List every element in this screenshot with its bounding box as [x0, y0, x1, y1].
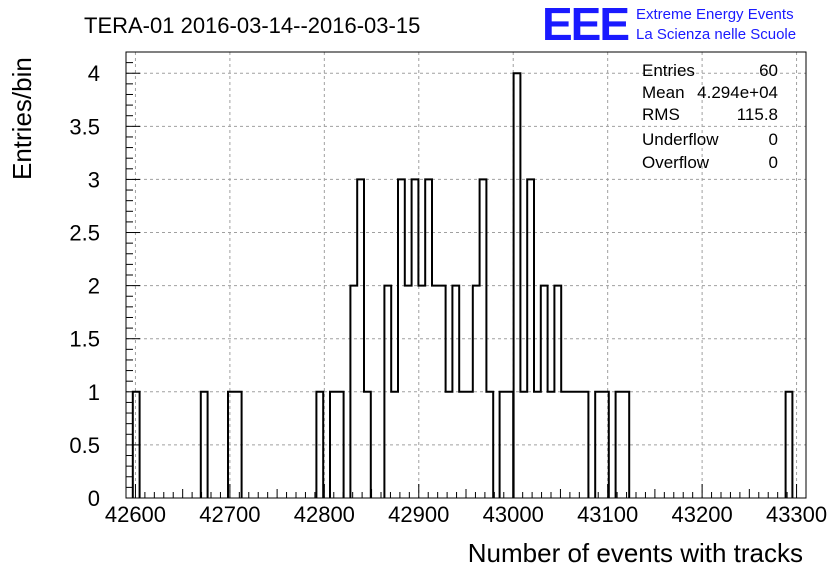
- x-tick-label: 43300: [766, 502, 827, 527]
- y-tick-label: 2.5: [69, 221, 100, 246]
- x-tick-label: 42800: [294, 502, 355, 527]
- x-tick-label: 43200: [672, 502, 733, 527]
- y-tick-label: 3.5: [69, 114, 100, 139]
- y-tick-label: 0: [88, 486, 100, 511]
- stats-label-overflow: Overflow: [642, 153, 710, 172]
- y-tick-label: 2: [88, 274, 100, 299]
- stats-label-underflow: Underflow: [642, 130, 719, 149]
- y-tick-label: 3: [88, 167, 100, 192]
- stats-value-rms: 115.8: [737, 105, 778, 124]
- x-tick-label: 42900: [388, 502, 449, 527]
- axis-ticks: [125, 62, 807, 499]
- y-tick-labels: 0 0.5 1 1.5 2 2.5 3 3.5 4: [69, 61, 100, 511]
- stats-value-entries: 60: [759, 61, 778, 80]
- stats-label-entries: Entries: [642, 61, 695, 80]
- y-tick-label: 1: [88, 380, 100, 405]
- stats-value-overflow: 0: [769, 153, 778, 172]
- y-axis-title: Entries/bin: [7, 57, 37, 180]
- stats-value-underflow: 0: [769, 130, 778, 149]
- stats-box: Entries 60 Mean 4.294e+04 RMS 115.8 Unde…: [642, 61, 778, 172]
- y-tick-label: 1.5: [69, 327, 100, 352]
- chart-title: TERA-01 2016-03-14--2016-03-15: [84, 13, 420, 38]
- stats-label-mean: Mean: [642, 83, 685, 102]
- y-tick-label: 0.5: [69, 433, 100, 458]
- x-tick-labels: 42600 42700 42800 42900 43000 43100 43200 43300: [105, 502, 827, 527]
- eee-logo-mark: EEE: [542, 0, 628, 50]
- stats-label-rms: RMS: [642, 105, 680, 124]
- x-tick-label: 43100: [577, 502, 638, 527]
- eee-logo: EEE Extreme Energy Events La Scienza nel…: [542, 0, 796, 50]
- x-axis-title: Number of events with tracks: [468, 538, 803, 568]
- logo-line-2: La Scienza nelle Scuole: [636, 26, 796, 43]
- x-tick-label: 42600: [105, 502, 166, 527]
- logo-line-1: Extreme Energy Events: [636, 6, 794, 23]
- x-tick-label: 43000: [483, 502, 544, 527]
- y-tick-label: 4: [88, 61, 100, 86]
- x-tick-label: 42700: [199, 502, 260, 527]
- stats-value-mean: 4.294e+04: [697, 83, 778, 102]
